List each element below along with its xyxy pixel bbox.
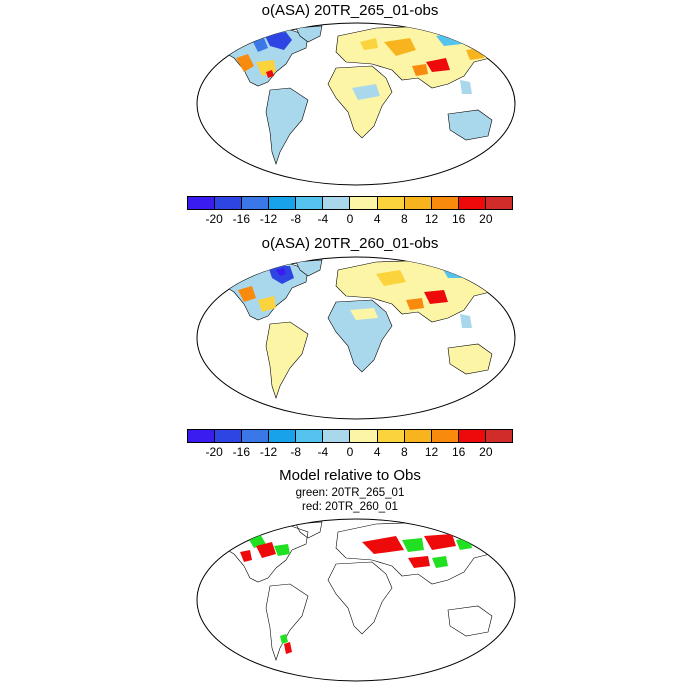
colorbar-tick: -20 xyxy=(205,445,223,459)
colorbar-tick: 0 xyxy=(346,212,354,226)
colorbar-tick: -12 xyxy=(259,212,278,226)
africa xyxy=(327,561,393,635)
colorbar-2-box xyxy=(458,430,486,442)
colorbar-2-box xyxy=(323,430,351,442)
panel3-legend-green: green: 20TR_265_01 xyxy=(295,487,405,499)
colorbar-1-box xyxy=(188,197,216,209)
colorbar-1-box xyxy=(377,197,405,209)
colorbar-1-ticks: -20 -16 -12 -8 -4 0 4 8 12 16 20 xyxy=(187,212,513,226)
panel2-map xyxy=(196,256,516,420)
australia xyxy=(447,343,493,375)
south-america xyxy=(265,321,309,399)
colorbar-1 xyxy=(187,196,513,210)
colorbar-1-box xyxy=(215,197,243,209)
colorbar-tick: -20 xyxy=(205,212,223,226)
colorbar-1-box xyxy=(269,197,297,209)
colorbar-2-box xyxy=(404,430,432,442)
colorbar-2 xyxy=(187,429,513,443)
panel1-map xyxy=(196,22,516,186)
colorbar-2-box xyxy=(242,430,270,442)
colorbar-2-box xyxy=(296,430,324,442)
colorbar-tick: -16 xyxy=(232,445,250,459)
colorbar-1-box xyxy=(242,197,270,209)
colorbar-tick: 20 xyxy=(479,445,493,459)
panel2-title: o(ASA) 20TR_260_01-obs xyxy=(261,235,439,252)
greenland xyxy=(295,259,323,277)
colorbar-tick: 16 xyxy=(451,445,466,459)
colorbar-tick: -16 xyxy=(232,212,250,226)
colorbar-tick: 0 xyxy=(346,445,354,459)
colorbar-2-box xyxy=(485,430,512,442)
colorbar-tick: -4 xyxy=(317,212,329,226)
australia xyxy=(447,109,493,141)
colorbar-tick: 12 xyxy=(424,445,439,459)
colorbar-tick: 4 xyxy=(373,445,381,459)
colorbar-tick: 20 xyxy=(479,212,493,226)
colorbar-1-box xyxy=(296,197,324,209)
greenland xyxy=(295,521,323,539)
panel2-anomalies xyxy=(238,266,472,328)
south-america xyxy=(265,583,309,661)
colorbar-tick: -8 xyxy=(290,212,301,226)
colorbar-tick: -4 xyxy=(317,445,329,459)
colorbar-1-box xyxy=(458,197,486,209)
panel3-map xyxy=(196,518,516,682)
colorbar-tick: 8 xyxy=(400,445,408,459)
panel1-title: o(ASA) 20TR_265_01-obs xyxy=(261,2,439,19)
colorbar-tick: -8 xyxy=(290,445,301,459)
colorbar-tick: 16 xyxy=(451,212,466,226)
panel3-title: Model relative to Obs xyxy=(279,467,421,484)
colorbar-1-box xyxy=(431,197,459,209)
colorbar-2-box xyxy=(431,430,459,442)
colorbar-tick: 8 xyxy=(400,212,408,226)
colorbar-2-box xyxy=(350,430,378,442)
colorbar-2-box xyxy=(215,430,243,442)
colorbar-tick: -12 xyxy=(259,445,278,459)
colorbar-1-box xyxy=(350,197,378,209)
colorbar-2-box xyxy=(188,430,216,442)
north-america xyxy=(217,525,309,583)
colorbar-2-ticks: -20 -16 -12 -8 -4 0 4 8 12 16 20 xyxy=(187,445,513,459)
south-america xyxy=(265,87,309,165)
colorbar-2-box xyxy=(377,430,405,442)
colorbar-1-box xyxy=(404,197,432,209)
colorbar-tick: 4 xyxy=(373,212,381,226)
panel3-differences xyxy=(240,534,472,654)
colorbar-2-box xyxy=(269,430,297,442)
colorbar-1-box xyxy=(485,197,512,209)
colorbar-tick: 12 xyxy=(424,212,439,226)
panel3-legend-red: red: 20TR_260_01 xyxy=(302,501,398,513)
greenland xyxy=(295,25,323,43)
colorbar-1-box xyxy=(323,197,351,209)
australia xyxy=(447,605,493,637)
